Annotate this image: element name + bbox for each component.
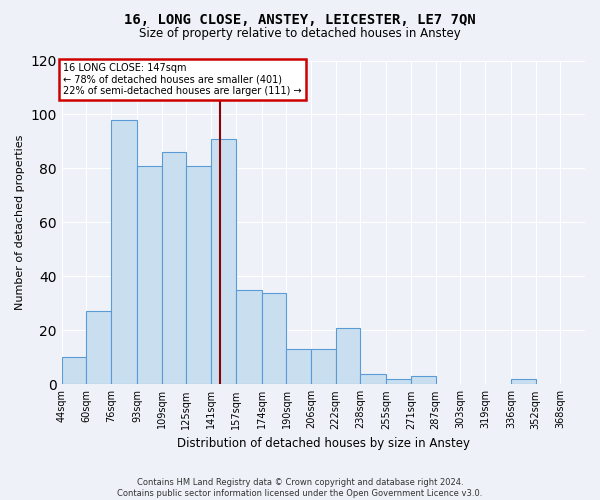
Text: 16 LONG CLOSE: 147sqm
← 78% of detached houses are smaller (401)
22% of semi-det: 16 LONG CLOSE: 147sqm ← 78% of detached … [64,63,302,96]
Bar [86,312,111,384]
Bar [111,120,137,384]
Bar [137,166,162,384]
Bar [511,379,536,384]
Y-axis label: Number of detached properties: Number of detached properties [15,134,25,310]
Bar [187,166,211,384]
Bar [236,290,262,384]
Bar [262,292,286,384]
X-axis label: Distribution of detached houses by size in Anstey: Distribution of detached houses by size … [177,437,470,450]
Text: Contains HM Land Registry data © Crown copyright and database right 2024.
Contai: Contains HM Land Registry data © Crown c… [118,478,482,498]
Bar [311,349,336,384]
Bar [162,152,187,384]
Bar [211,139,236,384]
Text: Size of property relative to detached houses in Anstey: Size of property relative to detached ho… [139,28,461,40]
Bar [336,328,361,384]
Bar [361,374,386,384]
Bar [411,376,436,384]
Bar [286,349,311,384]
Text: 16, LONG CLOSE, ANSTEY, LEICESTER, LE7 7QN: 16, LONG CLOSE, ANSTEY, LEICESTER, LE7 7… [124,12,476,26]
Bar [386,379,411,384]
Bar [62,358,86,384]
